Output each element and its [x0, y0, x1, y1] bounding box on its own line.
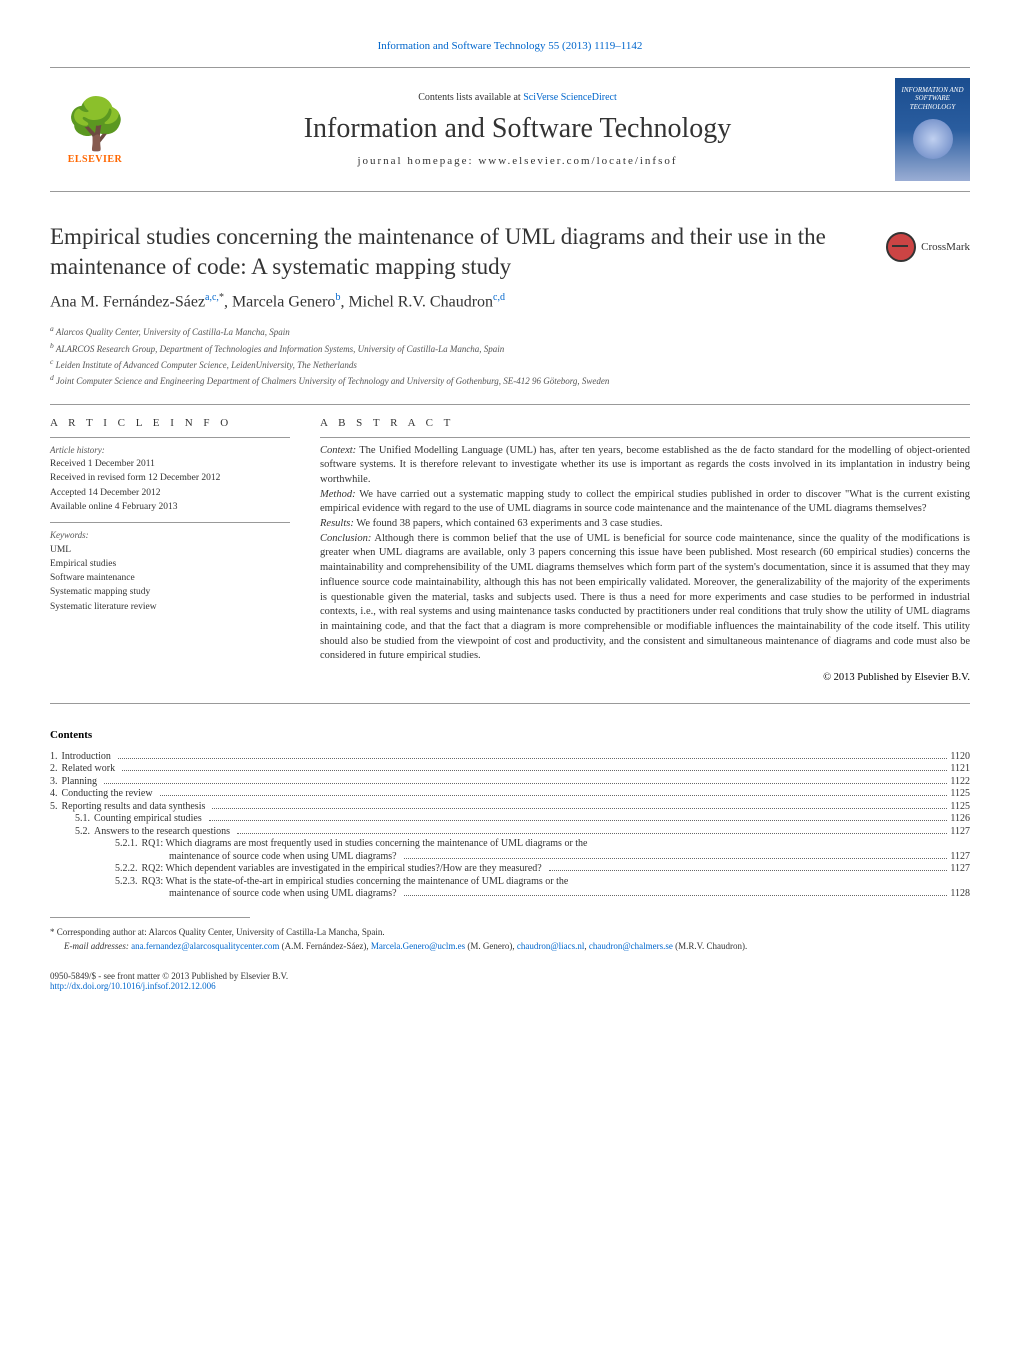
toc-entry: 5.Reporting results and data synthesis11…	[50, 801, 970, 812]
crossmark-badge[interactable]: CrossMark	[886, 232, 970, 262]
copyright-line: © 2013 Published by Elsevier B.V.	[320, 672, 970, 683]
authors-line: Ana M. Fernández-Sáeza,c,*, Marcela Gene…	[50, 292, 970, 311]
journal-homepage: journal homepage: www.elsevier.com/locat…	[140, 155, 895, 167]
toc-entry-continuation: maintenance of source code when using UM…	[50, 888, 970, 899]
email-link[interactable]: ana.fernandez@alarcosqualitycenter.com	[131, 941, 279, 951]
journal-header: 🌳 ELSEVIER Contents lists available at S…	[50, 67, 970, 192]
article-history: Article history: Received 1 December 201…	[50, 444, 290, 515]
abstract-body: Context: The Unified Modelling Language …	[320, 444, 970, 664]
abstract-heading: A B S T R A C T	[320, 417, 970, 429]
email-link[interactable]: chaudron@chalmers.se	[589, 941, 673, 951]
toc-entry: 5.2.1.RQ1: Which diagrams are most frequ…	[50, 838, 970, 849]
toc-entry: 3.Planning1122	[50, 776, 970, 787]
toc-entry: 5.2.Answers to the research questions112…	[50, 826, 970, 837]
toc-entry: 5.1.Counting empirical studies1126	[50, 813, 970, 824]
article-title: Empirical studies concerning the mainten…	[50, 222, 970, 282]
contents-heading: Contents	[50, 729, 970, 741]
footnotes: * Corresponding author at: Alarcos Quali…	[50, 926, 970, 953]
bottom-metadata: 0950-5849/$ - see front matter © 2013 Pu…	[50, 971, 970, 991]
toc-entry: 5.2.3.RQ3: What is the state-of-the-art …	[50, 876, 970, 887]
toc-entry: 2.Related work1121	[50, 763, 970, 774]
email-link[interactable]: chaudron@liacs.nl	[517, 941, 585, 951]
toc-entry: 1.Introduction1120	[50, 751, 970, 762]
table-of-contents: 1.Introduction11202.Related work1121 3.Pl…	[50, 751, 970, 900]
affiliations: a Alarcos Quality Center, University of …	[50, 323, 970, 389]
elsevier-logo: 🌳 ELSEVIER	[50, 85, 140, 175]
toc-entry: 5.2.2.RQ2: Which dependent variables are…	[50, 863, 970, 874]
journal-reference: Information and Software Technology 55 (…	[50, 40, 970, 52]
keywords: Keywords: UML Empirical studies Software…	[50, 529, 290, 614]
journal-title: Information and Software Technology	[140, 113, 895, 145]
toc-entry: 4.Conducting the review1125	[50, 788, 970, 799]
sciencedirect-link[interactable]: SciVerse ScienceDirect	[523, 92, 617, 103]
contents-available: Contents lists available at SciVerse Sci…	[140, 92, 895, 103]
article-info-heading: A R T I C L E I N F O	[50, 417, 290, 429]
doi-link[interactable]: http://dx.doi.org/10.1016/j.infsof.2012.…	[50, 981, 216, 991]
crossmark-icon	[886, 232, 916, 262]
journal-cover-thumbnail: INFORMATION AND SOFTWARE TECHNOLOGY	[895, 78, 970, 181]
email-link[interactable]: Marcela.Genero@uclm.es	[371, 941, 465, 951]
toc-entry-continuation: maintenance of source code when using UM…	[50, 851, 970, 862]
